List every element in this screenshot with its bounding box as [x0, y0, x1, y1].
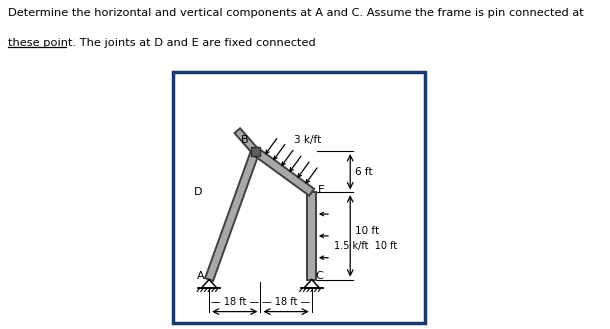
Text: C: C: [315, 271, 323, 281]
Bar: [251, 147, 260, 156]
Polygon shape: [307, 192, 316, 280]
Polygon shape: [201, 280, 217, 288]
Text: 3 k/ft: 3 k/ft: [294, 135, 321, 145]
Polygon shape: [205, 150, 259, 281]
Text: A: A: [197, 271, 204, 281]
Text: E: E: [318, 185, 325, 195]
Text: 10 ft: 10 ft: [356, 226, 379, 236]
Text: — 18 ft —: — 18 ft —: [210, 297, 259, 307]
Text: these point. The joints at D and E are fixed connected: these point. The joints at D and E are f…: [8, 38, 316, 48]
Polygon shape: [253, 148, 314, 196]
Text: — 18 ft —: — 18 ft —: [262, 297, 310, 307]
Text: D: D: [194, 187, 203, 197]
Text: 6 ft: 6 ft: [356, 167, 373, 177]
Text: 1.5 k/ft  10 ft: 1.5 k/ft 10 ft: [334, 241, 396, 251]
Polygon shape: [304, 280, 320, 288]
Text: Determine the horizontal and vertical components at A and C. Assume the frame is: Determine the horizontal and vertical co…: [8, 8, 584, 18]
Polygon shape: [235, 128, 258, 154]
Text: B: B: [241, 135, 249, 145]
